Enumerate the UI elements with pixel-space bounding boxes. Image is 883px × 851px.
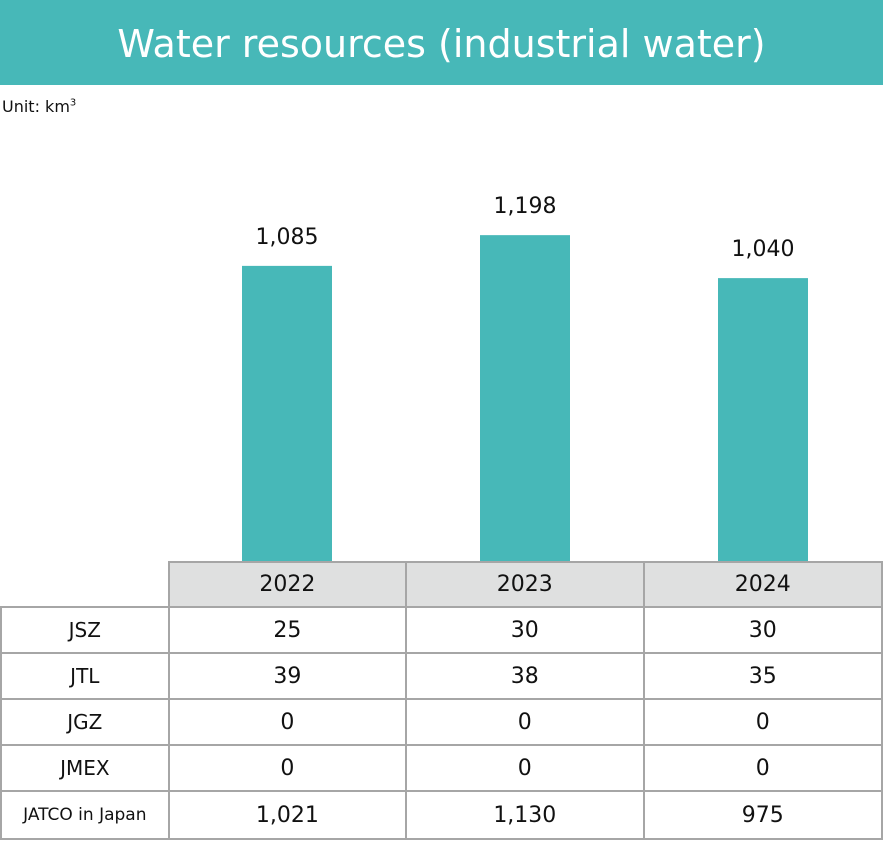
table-cell: 0 (642, 698, 883, 746)
bar-2024 (718, 278, 808, 561)
table-header-row: 2022 2023 2024 (1, 561, 883, 608)
bar-chart: 1,085 1,198 1,040 (242, 194, 808, 562)
bar-2022 (242, 265, 332, 561)
table-cell: 0 (405, 744, 645, 792)
table-row: JMEX 0 0 0 (0, 744, 883, 792)
table-corner (1, 562, 169, 608)
data-table: 2022 2023 2024 JSZ 25 30 30 JTL 39 38 35 JGZ 0 0 0 J… (0, 561, 883, 840)
data-label: 1,085 (256, 225, 319, 250)
row-label: JGZ (0, 698, 170, 746)
table-cell: 0 (167, 744, 408, 792)
column-header: 2023 (405, 561, 645, 608)
table-row: JSZ 25 30 30 (0, 606, 883, 654)
table-cell: 38 (405, 652, 645, 700)
table-cell: 25 (167, 606, 408, 654)
data-label: 1,040 (732, 237, 795, 262)
chart-title: Water resources (industrial water) (0, 0, 883, 85)
table-row: JTL 39 38 35 (0, 652, 883, 700)
column-header: 2024 (642, 561, 883, 608)
data-label: 1,198 (494, 194, 557, 219)
table-cell: 0 (405, 698, 645, 746)
table-row: JATCO in Japan 1,021 1,130 975 (0, 790, 883, 840)
table-cell: 1,021 (167, 790, 408, 840)
row-label: JTL (0, 652, 170, 700)
table-cell: 39 (167, 652, 408, 700)
row-label: JSZ (0, 606, 170, 654)
column-header: 2022 (167, 561, 408, 608)
table-row: JGZ 0 0 0 (0, 698, 883, 746)
table-cell: 975 (642, 790, 883, 840)
table-cell: 35 (642, 652, 883, 700)
table-cell: 1,130 (405, 790, 645, 840)
table-cell: 30 (642, 606, 883, 654)
row-label: JATCO in Japan (0, 790, 170, 840)
unit-label: Unit: km3 (2, 97, 77, 116)
bar-2023 (480, 235, 570, 562)
table-cell: 30 (405, 606, 645, 654)
row-label: JMEX (0, 744, 170, 792)
table-cell: 0 (642, 744, 883, 792)
table-cell: 0 (167, 698, 408, 746)
